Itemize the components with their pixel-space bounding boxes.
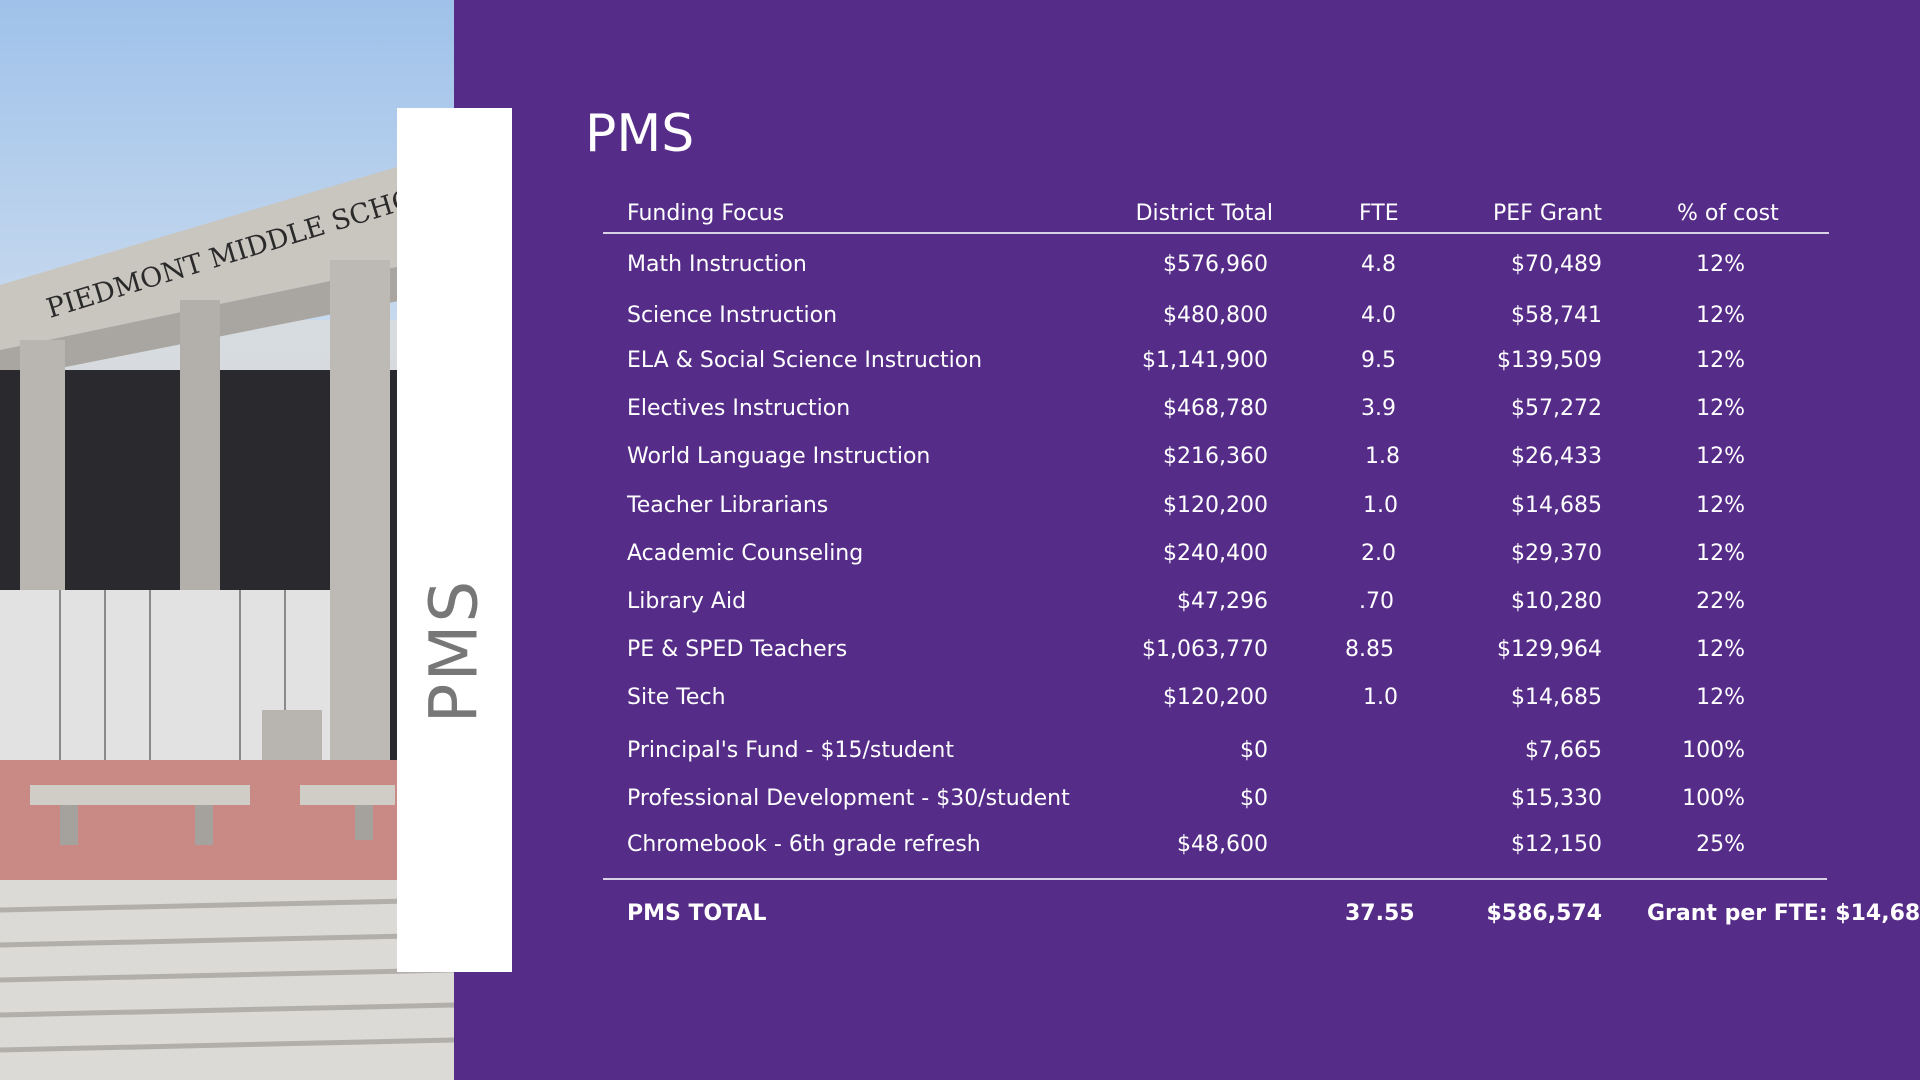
table-row: Electives Instruction $468,780 3.9 $57,272 1… [603,396,1903,426]
cell-pef-grant: $139,509 [1497,348,1602,373]
page-title: PMS [585,104,695,164]
cell-pct-cost: 12% [1696,444,1745,469]
cell-funding-focus: Science Instruction [627,303,838,328]
cell-funding-focus: Library Aid [627,589,747,614]
cell-funding-focus: Principal's Fund - $15/student [627,738,954,763]
cell-funding-focus: Academic Counseling [627,541,864,566]
cell-pct-cost: 12% [1696,303,1745,328]
total-divider [603,878,1827,880]
cell-pef-grant: $10,280 [1511,589,1602,614]
cell-pct-cost: 25% [1696,832,1745,857]
header-fte: FTE [1359,201,1399,226]
cell-funding-focus: PE & SPED Teachers [627,637,848,662]
cell-district-total: $47,296 [1177,589,1268,614]
cell-fte: 8.85 [1345,637,1394,662]
cell-district-total: $0 [1240,738,1268,763]
header-pef-grant: PEF Grant [1493,201,1602,226]
cell-district-total: $48,600 [1177,832,1268,857]
header-divider [603,232,1829,234]
cell-pef-grant: $12,150 [1511,832,1602,857]
cell-pct-cost: 12% [1696,396,1745,421]
cell-pef-grant: $26,433 [1511,444,1602,469]
cell-district-total: $240,400 [1163,541,1268,566]
cell-funding-focus: Professional Development - $30/student [627,786,1070,811]
cell-district-total: $1,141,900 [1142,348,1268,373]
cell-district-total: $216,360 [1163,444,1268,469]
total-grant-per-fte: Grant per FTE: $14,685 [1647,901,1920,926]
cell-pef-grant: $14,685 [1511,685,1602,710]
cell-pct-cost: 12% [1696,685,1745,710]
table-row: Professional Development - $30/student $0… [603,786,1903,816]
table-row: Principal's Fund - $15/student $0 $7,665 10… [603,738,1903,768]
cell-funding-focus: Chromebook - 6th grade refresh [627,832,981,857]
table-header-row: Funding Focus District Total FTE PEF Gra… [603,201,1903,231]
table-row: Science Instruction $480,800 4.0 $58,741 12% [603,303,1903,333]
table-row: Teacher Librarians $120,200 1.0 $14,685 12% [603,493,1903,523]
cell-pef-grant: $129,964 [1497,637,1602,662]
cell-pct-cost: 12% [1696,541,1745,566]
cell-fte: 4.0 [1361,303,1396,328]
cell-fte: 9.5 [1361,348,1396,373]
cell-pef-grant: $58,741 [1511,303,1602,328]
cell-pef-grant: $29,370 [1511,541,1602,566]
table-row: Chromebook - 6th grade refresh $48,600 $12… [603,832,1903,862]
cell-funding-focus: Electives Instruction [627,396,851,421]
total-fte: 37.55 [1345,901,1415,926]
cell-pct-cost: 12% [1696,637,1745,662]
cell-pct-cost: 12% [1696,493,1745,518]
school-photo: PIEDMONT MIDDLE SCHOOL [0,0,454,1080]
cell-fte: 1.0 [1363,493,1398,518]
cell-district-total: $120,200 [1163,685,1268,710]
total-row: PMS TOTAL 37.55 $586,574 Grant per FTE: … [603,901,1920,931]
table-row: PE & SPED Teachers $1,063,770 8.85 $129,964… [603,637,1903,667]
cell-funding-focus: World Language Instruction [627,444,931,469]
table-row: World Language Instruction $216,360 1.8 $26… [603,444,1903,474]
cell-fte: 4.8 [1361,252,1396,277]
cell-funding-focus: ELA & Social Science Instruction [627,348,983,373]
table-row: Library Aid $47,296 .70 $10,280 22% [603,589,1903,619]
cell-district-total: $120,200 [1163,493,1268,518]
cell-pef-grant: $57,272 [1511,396,1602,421]
vertical-label-card: PMS [397,108,512,972]
cell-district-total: $468,780 [1163,396,1268,421]
cell-pct-cost: 22% [1696,589,1745,614]
total-label: PMS TOTAL [627,901,767,926]
cell-fte: 1.0 [1363,685,1398,710]
cell-pct-cost: 100% [1682,738,1745,763]
cell-district-total: $480,800 [1163,303,1268,328]
cell-funding-focus: Teacher Librarians [627,493,829,518]
header-district-total: District Total [1135,201,1273,226]
cell-pct-cost: 12% [1696,348,1745,373]
vertical-label: PMS [415,578,493,724]
cell-fte: 3.9 [1361,396,1396,421]
cell-fte: 2.0 [1361,541,1396,566]
cell-pef-grant: $15,330 [1511,786,1602,811]
cell-district-total: $576,960 [1163,252,1268,277]
header-pct-cost: % of cost [1677,201,1779,226]
school-building-image: PIEDMONT MIDDLE SCHOOL [0,0,454,1080]
table-row: Site Tech $120,200 1.0 $14,685 12% [603,685,1903,715]
cell-district-total: $0 [1240,786,1268,811]
cell-pef-grant: $14,685 [1511,493,1602,518]
total-grant: $586,574 [1486,901,1602,926]
table-row: Academic Counseling $240,400 2.0 $29,370 12% [603,541,1903,571]
cell-pef-grant: $70,489 [1511,252,1602,277]
cell-funding-focus: Math Instruction [627,252,807,277]
cell-pef-grant: $7,665 [1525,738,1602,763]
cell-funding-focus: Site Tech [627,685,726,710]
cell-pct-cost: 12% [1696,252,1745,277]
table-row: ELA & Social Science Instruction $1,141,9… [603,348,1903,378]
cell-fte: 1.8 [1365,444,1400,469]
cell-fte: .70 [1359,589,1394,614]
cell-district-total: $1,063,770 [1142,637,1268,662]
cell-pct-cost: 100% [1682,786,1745,811]
table-row: Math Instruction $576,960 4.8 $70,489 12% [603,252,1903,282]
header-funding-focus: Funding Focus [627,201,785,226]
